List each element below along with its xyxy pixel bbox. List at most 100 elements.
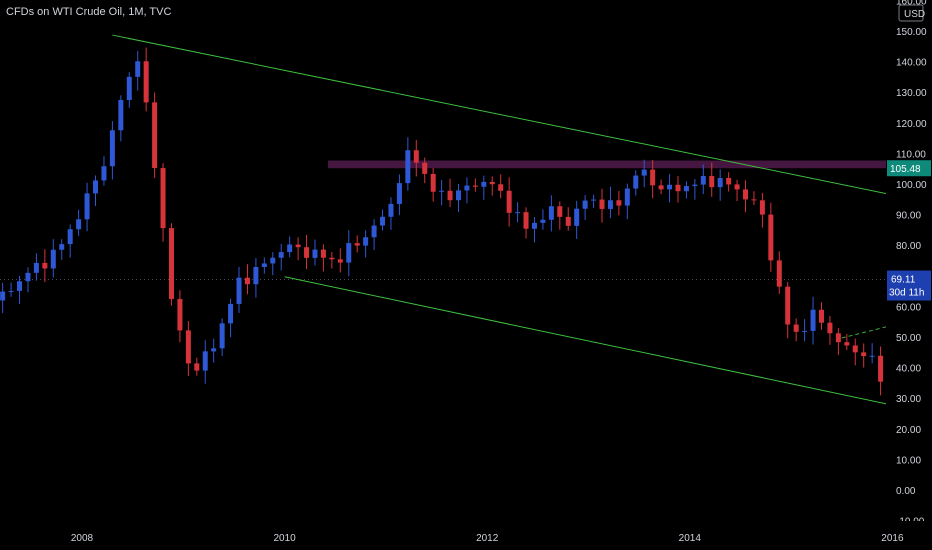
candle-body	[802, 330, 808, 332]
candle-body	[624, 188, 630, 206]
candle-body	[734, 184, 740, 190]
candle-body	[270, 257, 276, 264]
candle-body	[354, 243, 360, 246]
resistance-price-badge	[887, 160, 931, 177]
candle-body	[548, 206, 554, 220]
candle-body	[59, 244, 65, 250]
candle-body	[557, 206, 563, 217]
y-tick-label: 10.00	[896, 455, 921, 466]
candle-body	[869, 355, 875, 357]
candle-body	[33, 262, 39, 273]
candle-body	[380, 216, 386, 226]
resistance-zone	[328, 160, 886, 169]
candle-body	[396, 183, 402, 204]
candle-body	[810, 309, 816, 331]
countdown-text: 30d 11h	[889, 288, 924, 299]
candle-body	[751, 199, 757, 201]
candle-body	[785, 286, 791, 325]
candle-body	[591, 199, 597, 201]
y-tick-label: 80.00	[896, 241, 921, 252]
candle-body	[304, 247, 310, 258]
candle-body	[768, 214, 774, 261]
candle-body	[574, 208, 580, 226]
candle-body	[472, 185, 478, 187]
candle-body	[320, 249, 326, 258]
candle-body	[827, 322, 833, 334]
y-tick-label: 100.00	[896, 180, 927, 191]
candle-body	[658, 185, 664, 190]
candle-body	[109, 130, 115, 167]
y-tick-label: 110.00	[896, 149, 926, 160]
candle-body	[717, 177, 723, 188]
candle-body	[160, 168, 166, 229]
candle-body	[793, 324, 799, 332]
candle-body	[489, 181, 495, 185]
candle-body	[118, 99, 124, 131]
candle-body	[413, 150, 419, 163]
x-tick-label: 2012	[476, 533, 499, 544]
currency-label[interactable]: USD	[904, 9, 925, 20]
channel-lower-line	[284, 276, 932, 415]
candle-body	[228, 303, 234, 324]
y-tick-label: 130.00	[896, 88, 927, 99]
y-tick-label: 150.00	[896, 27, 927, 38]
candle-body	[126, 76, 132, 100]
candle-body	[236, 277, 242, 304]
x-tick-label: 2010	[273, 533, 296, 544]
candle-body	[422, 162, 428, 174]
candle-body	[177, 299, 183, 331]
candle-body	[683, 186, 689, 192]
candle-body	[776, 260, 782, 287]
x-tick-label: 2008	[71, 533, 94, 544]
candle-body	[650, 169, 656, 186]
candle-body	[506, 190, 512, 213]
candle-body	[42, 262, 48, 269]
candle-body	[582, 200, 588, 209]
candle-body	[295, 244, 301, 248]
candle-body	[675, 184, 681, 192]
candle-body	[667, 184, 673, 190]
candle-body	[852, 345, 858, 353]
candle-body	[709, 176, 715, 188]
candle-body	[565, 216, 571, 226]
currency-button[interactable]	[898, 4, 924, 22]
candle-body	[0, 291, 6, 301]
candle-body	[430, 173, 436, 192]
candle-body	[50, 249, 56, 269]
candle-body	[363, 237, 369, 246]
x-tick-label: 2014	[679, 533, 702, 544]
candle-body	[835, 333, 841, 343]
candle-body	[287, 244, 293, 253]
candle-body	[523, 212, 529, 229]
candle-body	[599, 199, 605, 209]
candle-body	[726, 177, 732, 185]
candle-body	[135, 61, 141, 77]
candle-body	[8, 290, 14, 292]
y-tick-label: 40.00	[896, 364, 921, 375]
candle-body	[202, 351, 208, 371]
candle-body	[371, 225, 377, 238]
candle-body	[861, 352, 867, 357]
candle-body	[143, 61, 149, 103]
candle-body	[101, 166, 107, 181]
y-tick-label: 90.00	[896, 211, 921, 222]
candle-body	[329, 257, 335, 260]
candle-body	[481, 181, 487, 187]
candle-body	[388, 203, 394, 217]
candle-body	[93, 180, 99, 194]
y-tick-label: 20.00	[896, 425, 921, 436]
candle-body	[759, 200, 765, 215]
y-tick-label: 160.00	[896, 0, 927, 7]
candle-body	[439, 190, 445, 192]
last-price-badge	[887, 270, 931, 301]
channel-upper-line	[112, 34, 932, 204]
candle-body	[607, 200, 613, 209]
candle-body	[278, 252, 284, 258]
y-tick-label: 30.00	[896, 394, 921, 405]
candle-body	[633, 175, 639, 189]
candle-body	[261, 263, 267, 267]
candle-body	[337, 259, 343, 263]
time-axis[interactable]	[0, 521, 932, 550]
resistance-price-text: 105.48	[890, 164, 921, 175]
